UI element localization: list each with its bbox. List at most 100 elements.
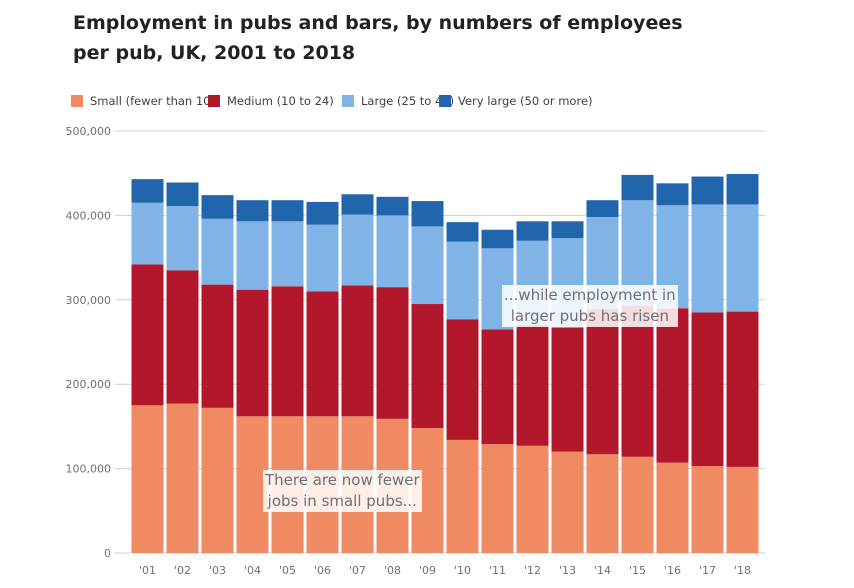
legend-swatch-very-large [439, 95, 451, 107]
bar-segment-small [691, 466, 724, 553]
bar-segment-medium [236, 289, 269, 417]
legend-label-medium: Medium (10 to 24) [227, 94, 334, 108]
bar-segment-large [306, 224, 339, 292]
bar-segment-medium [691, 312, 724, 467]
bar-segment-medium [621, 305, 654, 457]
annotation-small-pubs: There are now fewer jobs in small pubs..… [263, 470, 422, 512]
bar-segment-very-large [201, 195, 234, 219]
x-tick-label: '14 [594, 564, 611, 577]
x-tick-label: '16 [664, 564, 681, 577]
bar-segment-large [166, 206, 199, 271]
legend-swatch-large [342, 95, 354, 107]
legend-label-very-large: Very large (50 or more) [458, 94, 593, 108]
bar-segment-very-large [411, 201, 444, 227]
x-tick-label: '12 [524, 564, 541, 577]
bar-segment-small [446, 439, 479, 553]
bar-segment-large [446, 241, 479, 320]
bar-segment-large [236, 221, 269, 290]
chart-title: Employment in pubs and bars, by numbers … [73, 12, 683, 64]
legend-swatch-medium [208, 95, 220, 107]
bar-segment-small [586, 454, 619, 553]
bar-segment-large [726, 204, 759, 312]
bar-segment-very-large [621, 174, 654, 201]
bar-segment-large [271, 221, 304, 287]
bar-segment-very-large [236, 200, 269, 222]
bar-segment-small [656, 462, 689, 553]
bar-segment-large [341, 214, 374, 286]
bar-segment-very-large [166, 182, 199, 207]
bar-segment-small [726, 466, 759, 553]
bar-segment-medium [586, 309, 619, 455]
bar-segment-very-large [306, 201, 339, 225]
x-tick-label: '01 [139, 564, 156, 577]
bar-segment-large [131, 202, 164, 265]
bar-segment-small [551, 451, 584, 553]
bar-segment-small [481, 444, 514, 553]
bar-segment-very-large [131, 179, 164, 203]
legend-item-large: Large (25 to 49) [342, 94, 454, 108]
x-tick-label: '02 [174, 564, 191, 577]
bar-segment-very-large [446, 222, 479, 242]
bar-segment-medium [131, 264, 164, 406]
legend-label-small: Small (fewer than 10) [90, 94, 215, 108]
bar-segment-medium [411, 304, 444, 429]
bar-segment-very-large [726, 174, 759, 205]
bar-segment-small [131, 405, 164, 553]
bar-segment-medium [446, 319, 479, 440]
x-tick-label: '09 [419, 564, 436, 577]
annotation-larger-pubs: ...while employment in larger pubs has r… [502, 285, 678, 327]
bar-segment-small [166, 403, 199, 553]
bar-segment-very-large [656, 183, 689, 206]
legend-item-very-large: Very large (50 or more) [439, 94, 593, 108]
y-tick-label: 400,000 [66, 209, 112, 222]
bar-segment-small [516, 445, 549, 553]
bar-segment-medium [551, 327, 584, 452]
bar-segment-very-large [271, 200, 304, 222]
x-tick-label: '18 [734, 564, 751, 577]
bar-segment-very-large [341, 194, 374, 215]
y-tick-label: 0 [104, 547, 111, 560]
y-tick-label: 500,000 [66, 125, 112, 138]
bar-segment-medium [166, 270, 199, 404]
bar-segment-medium [376, 287, 409, 419]
bar-segment-very-large [551, 221, 584, 239]
y-tick-label: 300,000 [66, 294, 112, 307]
bar-segment-very-large [376, 196, 409, 216]
legend-item-medium: Medium (10 to 24) [208, 94, 334, 108]
annotation-line: larger pubs has risen [510, 307, 669, 325]
x-tick-label: '06 [314, 564, 331, 577]
x-tick-label: '15 [629, 564, 646, 577]
bar-segment-very-large [516, 221, 549, 241]
annotation-line: ...while employment in [504, 286, 676, 304]
bar-segment-medium [271, 286, 304, 417]
bar-segment-large [691, 204, 724, 313]
bar-segment-small [201, 407, 234, 553]
bar-segment-very-large [481, 229, 514, 249]
bar-segment-medium [306, 291, 339, 417]
y-tick-label: 200,000 [66, 378, 112, 391]
x-tick-label: '17 [699, 564, 716, 577]
bar-segment-small [621, 456, 654, 553]
legend-item-small: Small (fewer than 10) [71, 94, 215, 108]
bar-segment-large [376, 215, 409, 288]
x-tick-label: '10 [454, 564, 471, 577]
y-tick-label: 100,000 [66, 463, 112, 476]
bar-segment-medium [726, 311, 759, 467]
annotation-line: There are now fewer [265, 471, 420, 489]
bar-segment-medium [656, 308, 689, 463]
bar-segment-medium [516, 325, 549, 446]
legend-label-large: Large (25 to 49) [361, 94, 455, 108]
bar-segment-medium [201, 284, 234, 408]
bar-segment-medium [481, 329, 514, 445]
x-tick-label: '07 [349, 564, 366, 577]
annotation-line: jobs in small pubs... [267, 492, 417, 510]
legend-swatch-small [71, 95, 83, 107]
x-tick-label: '08 [384, 564, 401, 577]
bar-segment-very-large [691, 176, 724, 205]
x-tick-label: '03 [209, 564, 226, 577]
bar-segment-medium [341, 285, 374, 417]
x-tick-label: '11 [489, 564, 506, 577]
bar-segment-very-large [586, 200, 619, 218]
x-tick-label: '13 [559, 564, 576, 577]
